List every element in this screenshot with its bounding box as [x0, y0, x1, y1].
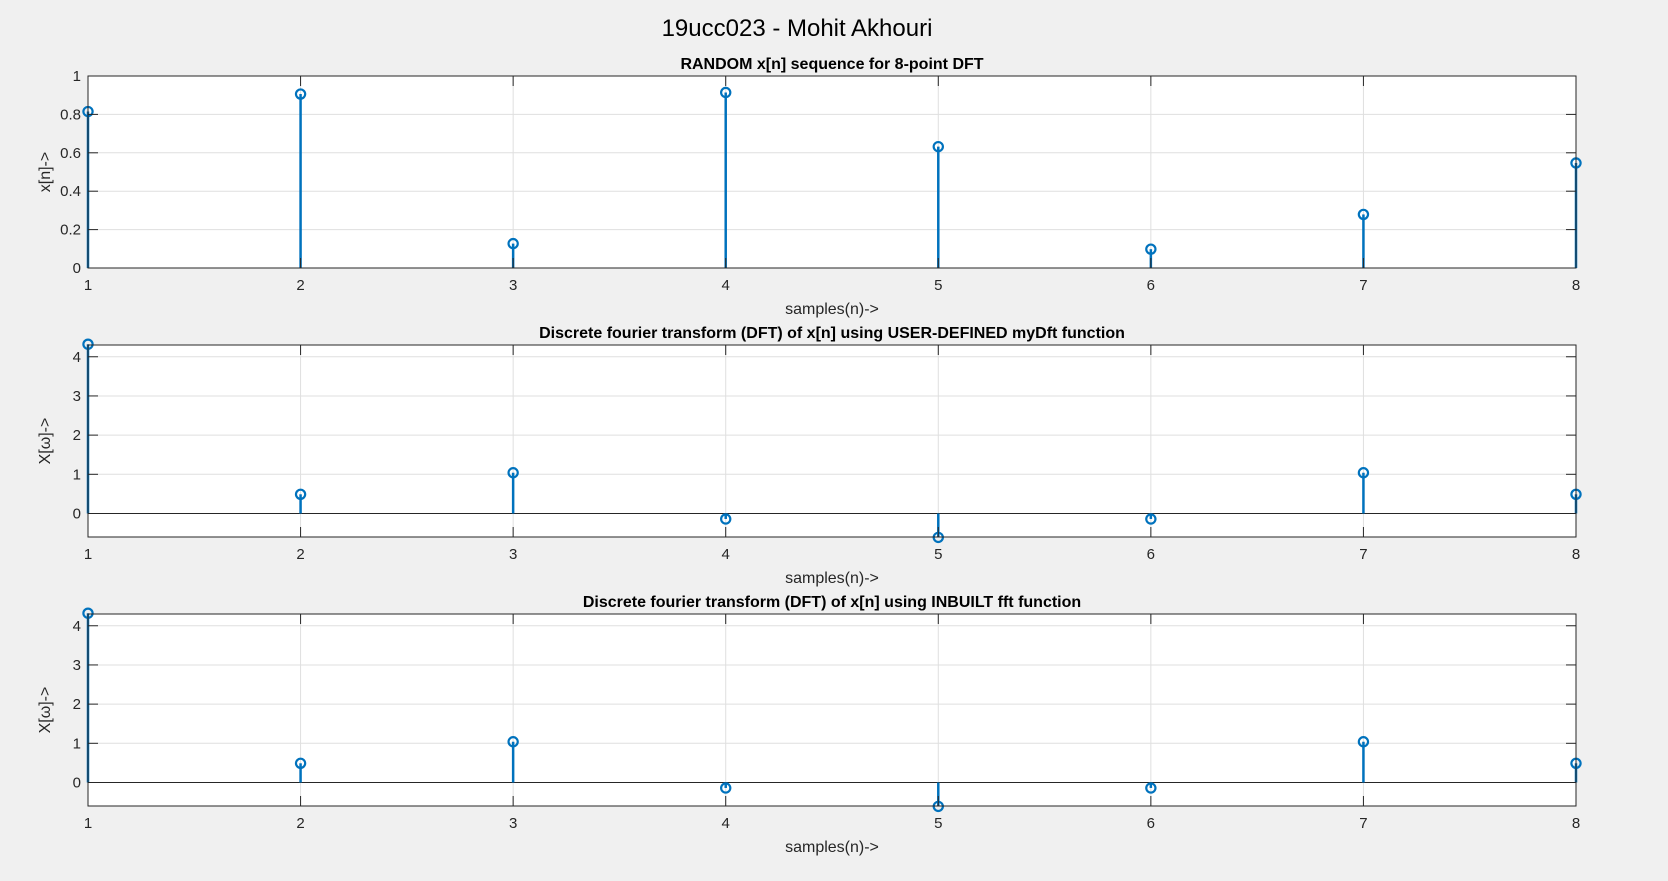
y-tick-label: 0.4: [60, 183, 81, 200]
stem-marker: [720, 782, 732, 794]
y-tick-label: 4: [73, 349, 81, 366]
grid-lines: [87, 614, 1577, 806]
x-tick-label: 3: [509, 815, 517, 832]
stem-marker: [1145, 243, 1157, 255]
subplot-title: RANDOM x[n] sequence for 8-point DFT: [680, 56, 983, 73]
x-tick-label: 5: [934, 815, 942, 832]
x-tick-label: 4: [722, 277, 730, 294]
subplot-title: Discrete fourier transform (DFT) of x[n]…: [583, 594, 1081, 611]
stem-marker: [720, 86, 732, 99]
x-tick-label: 2: [296, 546, 304, 563]
x-tick-label: 7: [1359, 546, 1367, 563]
stem-marker: [1145, 513, 1157, 525]
subplot-1: 1 2 3 4 5 6 7 8 0 0.2 0.4 0.6 0.8 1 RANDOM x[n] sequen…: [37, 56, 1582, 318]
stem-marker: [294, 488, 307, 500]
axes-background: [87, 613, 1577, 807]
stem-marker: [294, 757, 307, 769]
x-axis-label: samples(n)->: [785, 570, 879, 587]
y-tick-label: 0: [73, 774, 81, 791]
y-tick-label: 2: [73, 427, 81, 444]
axes-background: [87, 75, 1577, 269]
x-tick-label: 2: [296, 277, 304, 294]
x-tick-label: 8: [1572, 277, 1580, 294]
y-tick-label: 4: [73, 618, 81, 635]
subplot-3: 1 2 3 4 5 6 7 8 0 1 2 3 4 Discrete fourier transform …: [37, 594, 1582, 856]
x-tick-label: 4: [722, 815, 730, 832]
axes-frame: [87, 344, 1577, 538]
x-axis-label: samples(n)->: [785, 839, 879, 856]
x-tick-label: 8: [1572, 815, 1580, 832]
x-axis-label: samples(n)->: [785, 301, 879, 318]
x-tick-label: 6: [1147, 815, 1155, 832]
axes-background: [87, 344, 1577, 538]
y-tick-label: 3: [73, 388, 81, 405]
stem-marker: [1357, 208, 1370, 221]
subplot-title: Discrete fourier transform (DFT) of x[n]…: [539, 325, 1125, 342]
x-tick-label: 8: [1572, 546, 1580, 563]
stem-marker: [720, 513, 732, 525]
y-tick-label: 0: [73, 260, 81, 277]
x-tick-label: 1: [84, 815, 92, 832]
x-tick-label: 5: [934, 277, 942, 294]
x-tick-label: 7: [1359, 815, 1367, 832]
x-tick-label: 1: [84, 546, 92, 563]
stem-marker: [1357, 467, 1370, 479]
y-axis-label: X[ω]->: [37, 418, 54, 465]
x-tick-label: 7: [1359, 277, 1367, 294]
stem-marker: [294, 88, 307, 100]
x-tick-label: 6: [1147, 546, 1155, 563]
stem-marker: [507, 467, 519, 479]
stem-marker: [1145, 782, 1157, 794]
y-tick-label: 1: [73, 466, 81, 483]
x-tick-label: 4: [722, 546, 730, 563]
x-tick-label: 5: [934, 546, 942, 563]
y-tick-label: 1: [73, 68, 81, 85]
y-tick-label: 0.8: [60, 106, 81, 123]
y-tick-label: 1: [73, 735, 81, 752]
stem-marker: [1357, 736, 1370, 748]
x-tick-label: 3: [509, 277, 517, 294]
x-tick-label: 6: [1147, 277, 1155, 294]
axes-frame: [87, 75, 1577, 269]
x-tick-label: 1: [84, 277, 92, 294]
stem-marker: [932, 140, 944, 153]
y-tick-label: 0.2: [60, 222, 81, 239]
stem-marker: [507, 736, 519, 748]
y-axis-label: X[ω]->: [37, 687, 54, 734]
axes-frame: [87, 613, 1577, 807]
y-tick-label: 0.6: [60, 145, 81, 162]
subplots: 1 2 3 4 5 6 7 8 0 0.2 0.4 0.6 0.8 1 RANDOM x[n] sequen…: [37, 56, 1582, 856]
y-axis-label: x[n]->: [37, 152, 54, 192]
x-tick-label: 3: [509, 546, 517, 563]
figure-suptitle: 19ucc023 - Mohit Akhouri: [662, 15, 933, 42]
y-tick-label: 3: [73, 657, 81, 674]
y-tick-label: 0: [73, 505, 81, 522]
stem-marker: [507, 237, 519, 250]
x-tick-label: 2: [296, 815, 304, 832]
y-tick-label: 2: [73, 696, 81, 713]
subplot-2: 1 2 3 4 5 6 7 8 0 1 2 3 4 Discrete fourier transform …: [37, 325, 1582, 587]
